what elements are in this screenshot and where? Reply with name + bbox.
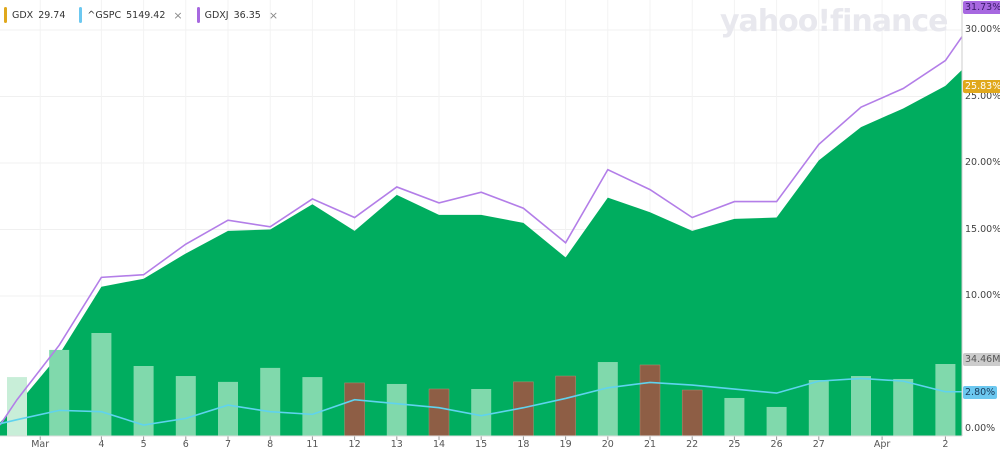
volume-bar — [133, 366, 154, 436]
gdx-swatch — [4, 7, 7, 23]
volume-bar — [91, 332, 112, 436]
gdxj-last-tag: 31.73% — [963, 1, 1000, 14]
x-tick-label: Apr — [873, 439, 891, 450]
y-tick-label: 30.00% — [965, 24, 1000, 35]
volume-bar — [7, 377, 27, 436]
legend-item-gdx[interactable]: GDX 29.74 — [4, 7, 65, 23]
x-tick-label: 11 — [306, 439, 319, 450]
volume-bar — [175, 376, 196, 436]
remove-gdxj-close-icon[interactable]: × — [268, 8, 279, 22]
x-tick-label: Mar — [31, 439, 50, 450]
volume-bar — [344, 382, 365, 437]
gspc-line — [0, 377, 962, 426]
x-tick-label: 18 — [517, 439, 530, 450]
x-tick-label: 26 — [770, 439, 783, 450]
gspc-last-tag: 2.80% — [963, 386, 998, 399]
x-tick-label: 14 — [432, 439, 446, 450]
volume-bar — [935, 364, 956, 436]
x-tick-label: 19 — [559, 439, 572, 450]
x-tick-label: 15 — [475, 439, 488, 450]
gdxj-symbol: GDXJ — [204, 9, 229, 21]
x-tick-label: 7 — [224, 439, 232, 450]
volume-bar — [639, 364, 661, 437]
y-tick-label: 25.00% — [965, 90, 1000, 102]
x-tick-label: 6 — [182, 439, 189, 450]
gdx-area — [0, 69, 962, 437]
x-tick-label: 5 — [140, 439, 147, 450]
volume-bar — [218, 381, 238, 436]
volume-bar — [851, 376, 871, 436]
volume-bar — [808, 380, 829, 436]
volume-bar — [302, 377, 323, 436]
gdx-last-tag: 25.83% — [963, 80, 1000, 93]
volume-bar — [893, 378, 914, 436]
x-tick-label: 13 — [390, 439, 403, 450]
remove-gspc-close-icon[interactable]: × — [173, 8, 183, 22]
volume-bar — [260, 367, 281, 436]
y-tick-label: 15.00% — [965, 223, 1000, 235]
x-tick-label: 27 — [812, 439, 825, 450]
gspc-swatch — [79, 7, 83, 23]
x-tick-label: 25 — [728, 439, 741, 450]
volume-bar — [681, 389, 703, 437]
volume-bar — [471, 388, 492, 436]
x-tick-label: 2 — [942, 439, 949, 450]
gdx-value: 29.74 — [38, 9, 66, 21]
volume-last-tag: 34.46M — [963, 353, 1000, 366]
x-tick-label: 21 — [643, 439, 657, 450]
gdxj-swatch — [196, 7, 200, 23]
x-tick-label: 8 — [267, 439, 274, 450]
y-tick-label: 20.00% — [965, 157, 1000, 168]
y-tick-label: 10.00% — [965, 290, 1000, 301]
x-tick-label: 12 — [348, 439, 361, 450]
legend-item-gdxj[interactable]: GDXJ 36.35 × — [196, 7, 279, 23]
gspc-symbol: ^GSPC — [87, 9, 122, 21]
volume-bar — [766, 406, 787, 436]
gspc-value: 5149.42 — [126, 9, 166, 21]
volume-bar — [386, 383, 407, 436]
x-tick-label: 4 — [98, 439, 105, 450]
legend-item-gspc[interactable]: ^GSPC 5149.42 × — [79, 7, 183, 23]
legend: GDX 29.74 ^GSPC 5149.42 × GDXJ 36.35 × — [4, 7, 278, 23]
gdxj-line — [0, 36, 963, 426]
volume-bar — [724, 397, 745, 436]
x-tick-label: 20 — [601, 439, 614, 450]
volume-bar — [555, 375, 576, 437]
x-tick-label: 22 — [686, 439, 699, 450]
volume-bar — [428, 388, 450, 437]
gdx-symbol: GDX — [12, 9, 34, 21]
y-tick-label: 0.00% — [965, 423, 996, 434]
gdxj-value: 36.35 — [233, 9, 261, 21]
volume-bar — [597, 362, 618, 436]
volume-bar — [49, 349, 70, 436]
yahoo-finance-logo: yahoo!finance — [720, 4, 948, 39]
